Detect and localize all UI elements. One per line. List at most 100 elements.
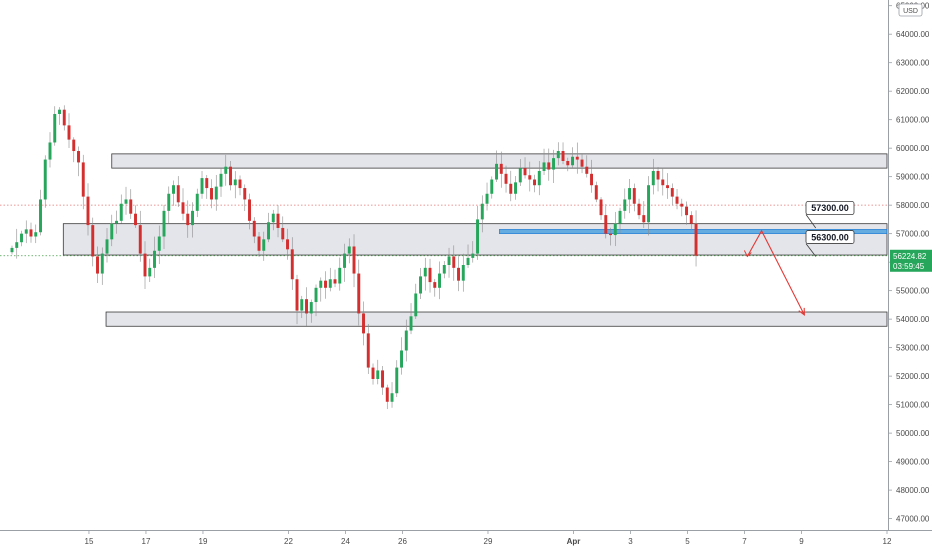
candle [604, 204, 608, 239]
candle [685, 201, 689, 225]
candle [58, 107, 61, 125]
sr-zone-1[interactable] [62, 223, 888, 256]
candle [172, 180, 175, 206]
candle [181, 188, 185, 221]
currency-badge[interactable]: USD [898, 3, 923, 17]
candle-body [447, 256, 451, 265]
projection-path[interactable] [746, 229, 805, 316]
candle-body [48, 142, 52, 160]
candle-body [77, 151, 80, 163]
candle-body [238, 179, 242, 189]
candle-body [153, 250, 156, 268]
candle-body [428, 267, 432, 283]
candle-body [685, 206, 689, 216]
candle [385, 384, 389, 410]
candle-body [224, 166, 228, 174]
candle [537, 161, 541, 196]
candle [694, 210, 698, 267]
candle-body [580, 159, 584, 167]
candle-body [29, 229, 33, 237]
candle [366, 323, 370, 375]
candle-body [276, 213, 280, 228]
candle-body [552, 158, 556, 170]
candle-body [590, 173, 594, 186]
candle-body [53, 113, 57, 143]
candle [157, 225, 161, 265]
candle-body [295, 279, 299, 311]
x-tick-label: 24 [341, 537, 350, 546]
callout-label: 56300.00 [811, 232, 849, 242]
x-tick-label: 12 [883, 537, 892, 546]
candle-body [381, 370, 384, 388]
candle [514, 175, 518, 200]
candle [666, 173, 670, 199]
candle-body [129, 199, 133, 214]
candle [575, 142, 579, 174]
candle-body [252, 220, 256, 237]
candle-body [566, 160, 570, 166]
sr-zone-0[interactable] [111, 153, 888, 169]
candle-body [257, 236, 261, 251]
candle [509, 170, 513, 202]
candle [314, 284, 318, 317]
candle-body [485, 193, 489, 204]
candle [523, 157, 527, 179]
candle-body [599, 199, 603, 216]
sr-zone-2[interactable] [105, 311, 888, 327]
y-tick-label: 62000.00 [896, 87, 930, 96]
candle-body [457, 267, 460, 281]
candle [609, 227, 613, 246]
price-axis[interactable]: 47000.00 48000.00 49000.00 50000.00 51000.00… [888, 2, 930, 524]
candle [556, 142, 560, 166]
candle-body [523, 168, 527, 176]
time-axis[interactable]: 15 17 19 22 24 26 29 Apr 3 5 7 9 12 [85, 530, 892, 546]
candle-body [642, 215, 646, 223]
candle-body [81, 162, 85, 197]
candle [167, 186, 171, 224]
candle [195, 188, 199, 218]
candle [433, 278, 437, 297]
candle [286, 228, 289, 260]
candle [162, 205, 166, 249]
y-tick-label: 60000.00 [896, 144, 930, 153]
candle-body [533, 179, 537, 186]
candle [200, 170, 204, 199]
candle-body [233, 179, 237, 186]
candle [618, 207, 622, 234]
candle-body [404, 330, 408, 351]
candle [480, 195, 484, 233]
candle-body [24, 229, 28, 234]
y-tick-label: 48000.00 [896, 486, 930, 495]
candle [347, 238, 351, 264]
candle-body [34, 232, 38, 237]
candle-body [476, 219, 479, 254]
candle-body [343, 253, 346, 268]
candle-body [490, 179, 494, 194]
candle-body [618, 210, 622, 224]
candle [224, 154, 228, 186]
blue-support-band[interactable] [499, 229, 888, 234]
price-callout-1[interactable]: 56300.00 [805, 230, 855, 257]
candle-body [571, 156, 575, 166]
price-callout-0[interactable]: 57300.00 [805, 201, 855, 229]
candle [205, 175, 209, 199]
candle-body [148, 267, 152, 277]
candle-body [62, 109, 66, 126]
candle [499, 151, 503, 188]
candle-body [115, 220, 118, 224]
candle-body [181, 202, 185, 214]
candle [495, 150, 499, 182]
candle-body [347, 246, 351, 254]
candle-body [176, 185, 180, 203]
candle-body [461, 265, 465, 281]
candle [623, 188, 627, 219]
candle [271, 209, 275, 231]
candle-body [333, 279, 337, 284]
candle-body [86, 196, 90, 226]
candle [414, 283, 418, 319]
candle [457, 256, 460, 292]
candle-body [210, 188, 213, 200]
candle [243, 184, 247, 212]
candle [62, 105, 66, 131]
